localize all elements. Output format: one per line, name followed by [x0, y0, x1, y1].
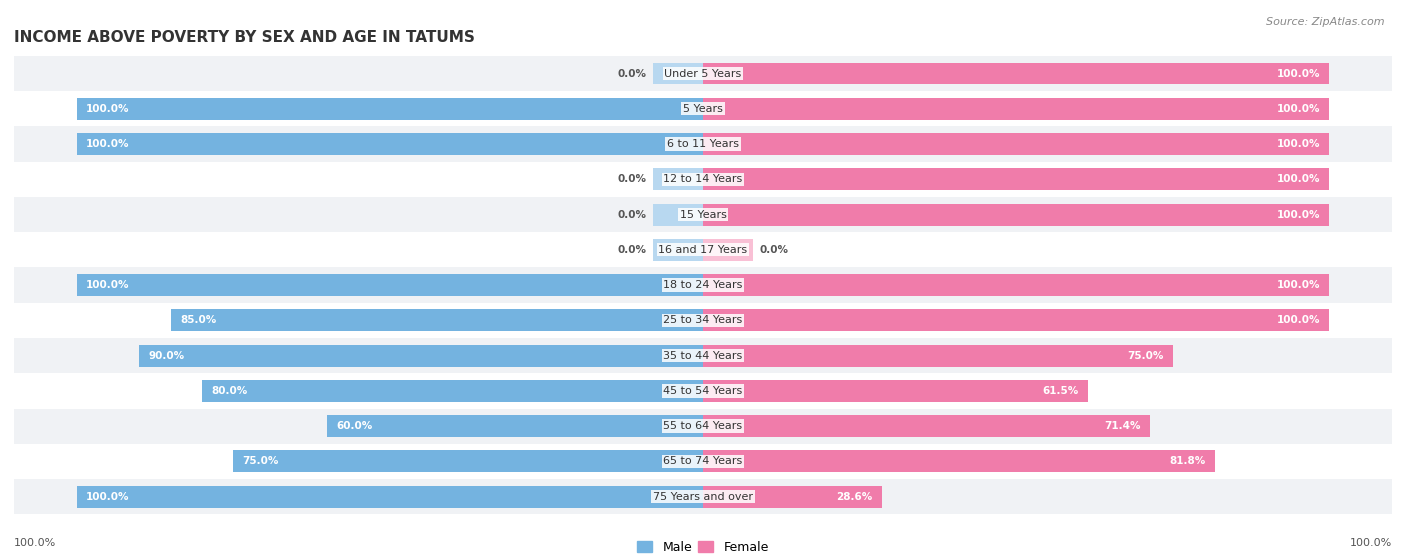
- Text: Under 5 Years: Under 5 Years: [665, 69, 741, 78]
- Bar: [14, 197, 1392, 232]
- Bar: [703, 415, 1150, 437]
- Text: 100.0%: 100.0%: [1277, 174, 1320, 184]
- Bar: [703, 203, 1329, 225]
- Text: 100.0%: 100.0%: [86, 139, 129, 149]
- Text: 100.0%: 100.0%: [14, 538, 56, 548]
- Text: 81.8%: 81.8%: [1170, 456, 1206, 466]
- Text: 5 Years: 5 Years: [683, 104, 723, 114]
- Text: 90.0%: 90.0%: [149, 350, 184, 361]
- Bar: [77, 98, 703, 120]
- Bar: [703, 451, 1215, 472]
- Text: 28.6%: 28.6%: [837, 492, 873, 501]
- Bar: [703, 98, 1329, 120]
- Bar: [14, 373, 1392, 409]
- Text: 60.0%: 60.0%: [336, 421, 373, 431]
- Text: 0.0%: 0.0%: [617, 69, 647, 78]
- Text: 100.0%: 100.0%: [1277, 210, 1320, 220]
- Bar: [652, 203, 703, 225]
- Text: 100.0%: 100.0%: [1277, 315, 1320, 325]
- Bar: [703, 239, 754, 260]
- Text: 100.0%: 100.0%: [1277, 69, 1320, 78]
- Text: 45 to 54 Years: 45 to 54 Years: [664, 386, 742, 396]
- Bar: [703, 63, 1329, 84]
- Bar: [14, 267, 1392, 303]
- Text: 61.5%: 61.5%: [1042, 386, 1078, 396]
- Bar: [703, 310, 1329, 331]
- Bar: [14, 338, 1392, 373]
- Text: 100.0%: 100.0%: [1350, 538, 1392, 548]
- Bar: [14, 91, 1392, 126]
- Bar: [14, 56, 1392, 91]
- Bar: [77, 486, 703, 508]
- Text: 15 Years: 15 Years: [679, 210, 727, 220]
- Bar: [14, 444, 1392, 479]
- Text: 100.0%: 100.0%: [86, 280, 129, 290]
- Text: 85.0%: 85.0%: [180, 315, 217, 325]
- Bar: [703, 345, 1173, 367]
- Text: 100.0%: 100.0%: [1277, 280, 1320, 290]
- Bar: [77, 274, 703, 296]
- Bar: [14, 409, 1392, 444]
- Bar: [170, 310, 703, 331]
- Text: 18 to 24 Years: 18 to 24 Years: [664, 280, 742, 290]
- Text: 75 Years and over: 75 Years and over: [652, 492, 754, 501]
- Text: 75.0%: 75.0%: [1128, 350, 1163, 361]
- Bar: [703, 168, 1329, 190]
- Text: 55 to 64 Years: 55 to 64 Years: [664, 421, 742, 431]
- Text: 0.0%: 0.0%: [759, 245, 789, 255]
- Bar: [77, 133, 703, 155]
- Text: 100.0%: 100.0%: [86, 104, 129, 114]
- Text: 75.0%: 75.0%: [243, 456, 278, 466]
- Text: 100.0%: 100.0%: [1277, 139, 1320, 149]
- Text: 0.0%: 0.0%: [617, 245, 647, 255]
- Bar: [703, 133, 1329, 155]
- Bar: [652, 63, 703, 84]
- Text: 16 and 17 Years: 16 and 17 Years: [658, 245, 748, 255]
- Bar: [139, 345, 703, 367]
- Text: 100.0%: 100.0%: [1277, 104, 1320, 114]
- Text: 35 to 44 Years: 35 to 44 Years: [664, 350, 742, 361]
- Text: 100.0%: 100.0%: [86, 492, 129, 501]
- Bar: [703, 274, 1329, 296]
- Legend: Male, Female: Male, Female: [637, 541, 769, 554]
- Bar: [328, 415, 703, 437]
- Bar: [14, 162, 1392, 197]
- Text: 25 to 34 Years: 25 to 34 Years: [664, 315, 742, 325]
- Bar: [14, 232, 1392, 267]
- Bar: [703, 380, 1088, 402]
- Text: 71.4%: 71.4%: [1104, 421, 1140, 431]
- Bar: [703, 486, 882, 508]
- Bar: [652, 239, 703, 260]
- Text: 0.0%: 0.0%: [617, 174, 647, 184]
- Text: 0.0%: 0.0%: [617, 210, 647, 220]
- Text: 12 to 14 Years: 12 to 14 Years: [664, 174, 742, 184]
- Bar: [14, 126, 1392, 162]
- Bar: [652, 168, 703, 190]
- Text: Source: ZipAtlas.com: Source: ZipAtlas.com: [1267, 17, 1385, 27]
- Text: 80.0%: 80.0%: [211, 386, 247, 396]
- Text: INCOME ABOVE POVERTY BY SEX AND AGE IN TATUMS: INCOME ABOVE POVERTY BY SEX AND AGE IN T…: [14, 30, 475, 45]
- Bar: [202, 380, 703, 402]
- Text: 65 to 74 Years: 65 to 74 Years: [664, 456, 742, 466]
- Bar: [233, 451, 703, 472]
- Bar: [14, 479, 1392, 514]
- Text: 6 to 11 Years: 6 to 11 Years: [666, 139, 740, 149]
- Bar: [14, 303, 1392, 338]
